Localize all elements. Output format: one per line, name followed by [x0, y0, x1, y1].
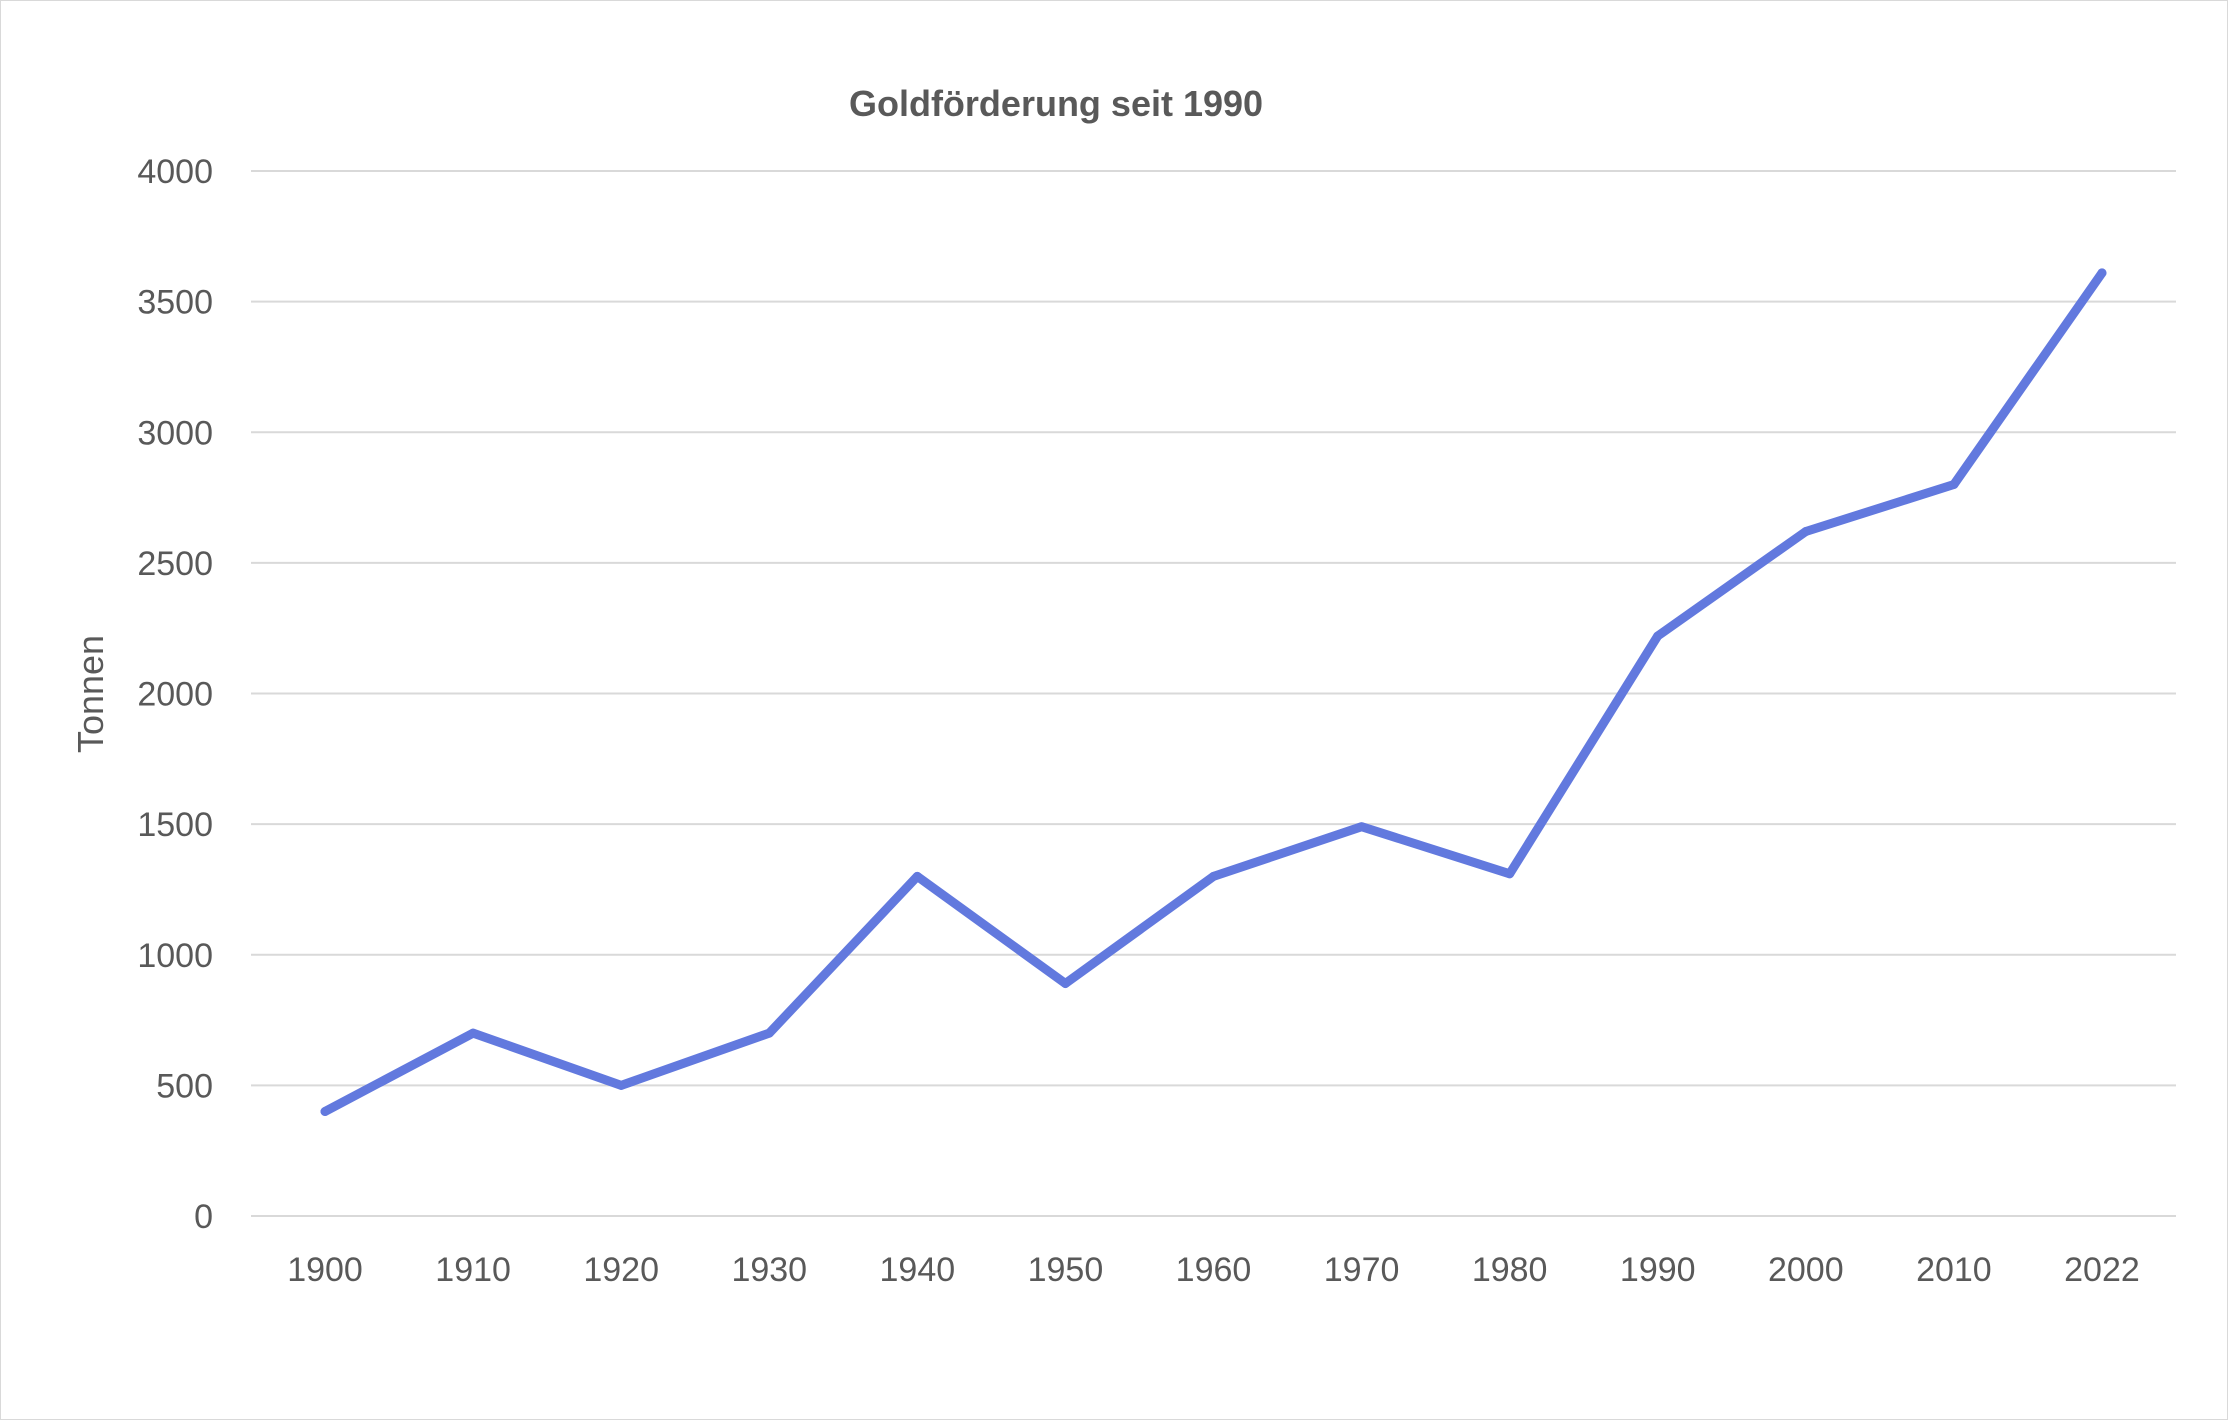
x-tick-label: 1920	[583, 1251, 659, 1289]
y-tick-label: 3500	[137, 284, 213, 322]
y-tick-label: 2000	[137, 676, 213, 714]
data-point-1940	[912, 871, 922, 881]
y-tick-label: 3000	[137, 414, 213, 452]
series-line-0	[320, 268, 2107, 1116]
data-point-1920	[616, 1080, 626, 1090]
x-tick-label: 1960	[1176, 1251, 1252, 1289]
x-tick-label: 1900	[287, 1251, 363, 1289]
data-point-1910	[468, 1028, 478, 1038]
data-point-2000	[1801, 527, 1811, 537]
y-tick-label: 500	[156, 1067, 213, 1105]
x-axis-ticks: 1900 1910 1920 1930 1940 1950 1960 1970 1980 1990…	[287, 1251, 2140, 1289]
data-point-1950	[1060, 978, 1070, 988]
x-tick-label: 2022	[2064, 1251, 2140, 1289]
data-point-1990	[1653, 631, 1663, 641]
series-group	[320, 268, 2107, 1116]
y-tick-label: 1000	[137, 937, 213, 975]
chart-title: Goldförderung seit 1990	[849, 83, 1263, 124]
y-tick-label: 2500	[137, 545, 213, 583]
x-tick-label: 1990	[1620, 1251, 1696, 1289]
x-tick-label: 1940	[880, 1251, 956, 1289]
data-point-1970	[1357, 822, 1367, 832]
y-tick-label: 1500	[137, 806, 213, 844]
y-axis-ticks: 0 500 1000 1500 2000 2500 3000 3500 4000	[137, 153, 213, 1236]
x-tick-label: 1970	[1324, 1251, 1400, 1289]
x-tick-label: 1910	[435, 1251, 511, 1289]
data-point-1930	[764, 1028, 774, 1038]
data-point-2022	[2097, 268, 2107, 278]
gridlines	[251, 170, 2176, 1217]
x-tick-label: 2010	[1916, 1251, 1992, 1289]
x-tick-label: 1980	[1472, 1251, 1548, 1289]
x-tick-label: 1950	[1028, 1251, 1104, 1289]
data-point-1980	[1505, 869, 1515, 879]
y-tick-label: 4000	[137, 153, 213, 191]
data-point-1960	[1209, 871, 1218, 881]
data-point-2010	[1949, 480, 1959, 489]
y-axis-label: Tonnen	[70, 635, 111, 753]
y-tick-label: 0	[194, 1198, 213, 1236]
x-tick-label: 2000	[1768, 1251, 1844, 1289]
data-point-1900	[320, 1107, 330, 1116]
x-tick-label: 1930	[731, 1251, 807, 1289]
